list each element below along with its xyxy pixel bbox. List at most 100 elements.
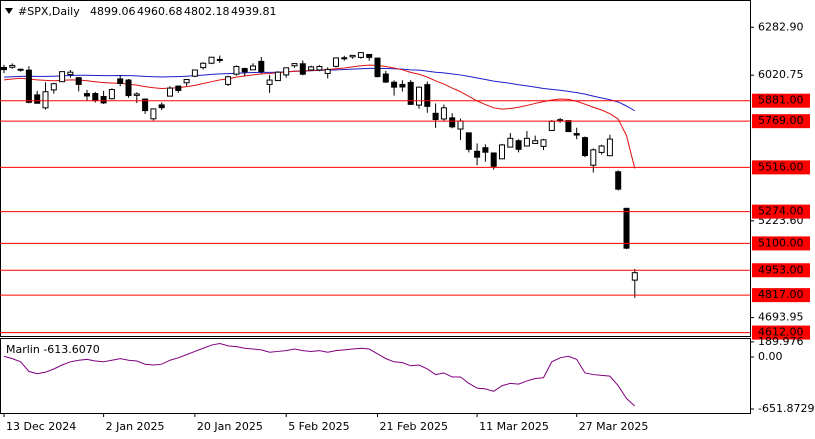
level-label-box <box>752 160 810 175</box>
candle-body <box>25 69 32 103</box>
candle-body <box>324 68 331 74</box>
level-label-box <box>752 204 810 219</box>
candle-body <box>9 64 16 68</box>
level-label: 5274.00 <box>758 205 804 218</box>
candle-body <box>631 272 638 281</box>
y-tick-label: 6282.90 <box>758 20 804 33</box>
candle-body <box>499 144 505 160</box>
candle-body <box>191 69 198 77</box>
candle-body <box>291 63 298 67</box>
candle-body <box>333 57 339 67</box>
indicator-title: Marlin -613.6070 <box>6 343 100 356</box>
candle-body <box>50 83 57 91</box>
level-label-box <box>752 263 810 278</box>
y-tick-label: 0.00 <box>758 350 783 363</box>
candle-body <box>606 138 613 157</box>
level-label: 4817.00 <box>758 288 804 301</box>
candle-body <box>598 145 605 153</box>
candle-body <box>440 107 447 120</box>
candle-body <box>474 150 481 158</box>
candle-body <box>490 152 497 167</box>
x-tick-label: 21 Feb 2025 <box>380 420 448 433</box>
y-tick-label: 4693.95 <box>758 311 804 324</box>
candle-body <box>158 104 165 109</box>
candle-body <box>374 57 381 78</box>
candle-body <box>250 65 256 71</box>
level-label-box <box>752 93 810 108</box>
candle-body <box>391 81 398 88</box>
candle-body <box>258 60 265 72</box>
candle-body <box>382 73 389 83</box>
candle-body <box>482 147 489 153</box>
candle-body <box>523 137 530 147</box>
chart-title: #SPX,Daily <box>18 5 80 18</box>
candle-body <box>42 91 49 109</box>
y-tick-label: -651.8729 <box>758 402 814 415</box>
candle-body <box>308 66 315 71</box>
candle-body <box>357 52 364 58</box>
candle-body <box>183 79 190 84</box>
candle-body <box>133 93 140 96</box>
candle-body <box>75 77 82 85</box>
candle-body <box>341 57 348 60</box>
candle-body <box>299 63 306 75</box>
candle-body <box>424 84 431 107</box>
candle-body <box>366 53 373 58</box>
candle-body <box>283 67 290 76</box>
candle-body <box>241 68 248 73</box>
candle-body <box>225 76 232 85</box>
candle-body <box>432 112 439 121</box>
candle-body <box>1 66 7 71</box>
level-label-box <box>752 288 810 303</box>
candle-body <box>532 140 539 144</box>
level-label-box <box>752 114 810 129</box>
candle-body <box>582 137 588 157</box>
candle-body <box>416 86 422 106</box>
candle-body <box>84 93 90 97</box>
candle-body <box>34 94 41 104</box>
candle-body <box>117 78 124 85</box>
level-label: 5881.00 <box>758 94 804 107</box>
candle-body <box>17 68 24 71</box>
main-pane <box>0 0 751 337</box>
candle-body <box>316 66 323 71</box>
candle-body <box>540 139 547 147</box>
candle-body <box>142 98 149 112</box>
x-tick-label: 2 Jan 2025 <box>106 420 165 433</box>
candle-body <box>349 54 356 58</box>
line <box>3 342 636 407</box>
candle-body <box>100 95 107 104</box>
candle-body <box>59 71 66 83</box>
candle-body <box>565 120 572 133</box>
candle-body <box>266 79 273 85</box>
header-close: 4939.81 <box>231 5 277 18</box>
candle-body <box>623 207 630 249</box>
candle-body <box>216 58 223 61</box>
candle-body <box>175 85 182 91</box>
header-low: 4802.18 <box>184 5 230 18</box>
candle-body <box>449 117 456 128</box>
candle-body <box>507 137 514 148</box>
x-tick-label: 27 Mar 2025 <box>579 420 649 433</box>
candle-body <box>573 133 580 136</box>
menu-triangle <box>5 8 13 14</box>
level-label: 5100.00 <box>758 236 804 249</box>
y-tick-label: 6020.75 <box>758 68 804 81</box>
candle-body <box>150 108 157 120</box>
y-tick-label: 189.976 <box>758 335 804 348</box>
candle-body <box>515 140 522 150</box>
x-tick-label: 11 Mar 2025 <box>479 420 549 433</box>
candle-body <box>125 79 132 97</box>
level-label: 5516.00 <box>758 160 804 173</box>
candle-body <box>465 132 472 150</box>
candle-body <box>167 87 173 97</box>
candle-body <box>108 89 115 100</box>
candle-body <box>548 120 555 131</box>
x-tick-label: 13 Dec 2024 <box>6 420 76 433</box>
header-open: 4899.06 <box>90 5 136 18</box>
candle-body <box>590 149 597 166</box>
candle-body <box>208 56 215 64</box>
header-high: 4960.68 <box>137 5 183 18</box>
